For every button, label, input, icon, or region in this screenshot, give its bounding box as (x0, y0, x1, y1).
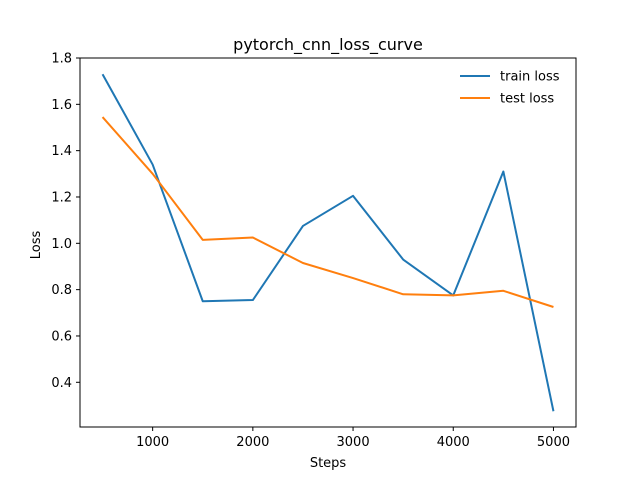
y-tick-label: 1.0 (51, 237, 72, 252)
x-tick-label: 1000 (136, 435, 169, 450)
plot-frame (79, 57, 577, 428)
y-tick-label: 1.8 (51, 52, 72, 67)
y-tick-label: 1.2 (51, 190, 72, 205)
y-tick-label: 0.8 (51, 283, 72, 298)
x-tick-label: 3000 (337, 435, 370, 450)
y-axis-title: Loss (29, 231, 44, 260)
x-tick-label: 2000 (236, 435, 269, 450)
y-tick-label: 1.6 (51, 98, 72, 113)
series-lines (101, 73, 555, 412)
series-line-train-loss (101, 73, 555, 412)
series-line-test-loss (101, 116, 554, 308)
legend: train loss test loss (460, 70, 560, 107)
x-tick-label: 5000 (537, 435, 570, 450)
y-tick-label: 1.4 (51, 144, 72, 159)
x-axis-title: Steps (310, 456, 347, 471)
y-tick-label: 0.6 (51, 329, 72, 344)
chart-title: pytorch_cnn_loss_curve (233, 35, 423, 55)
ticks: 1000 2000 3000 4000 5000 0.4 0.6 0.8 1.0 1.2 1.4 1.… (51, 52, 570, 451)
x-tick-label: 4000 (437, 435, 470, 450)
legend-label-train-loss: train loss (500, 70, 560, 85)
y-tick-label: 0.4 (51, 376, 72, 391)
axes (79, 57, 577, 428)
legend-label-test-loss: test loss (500, 92, 554, 107)
